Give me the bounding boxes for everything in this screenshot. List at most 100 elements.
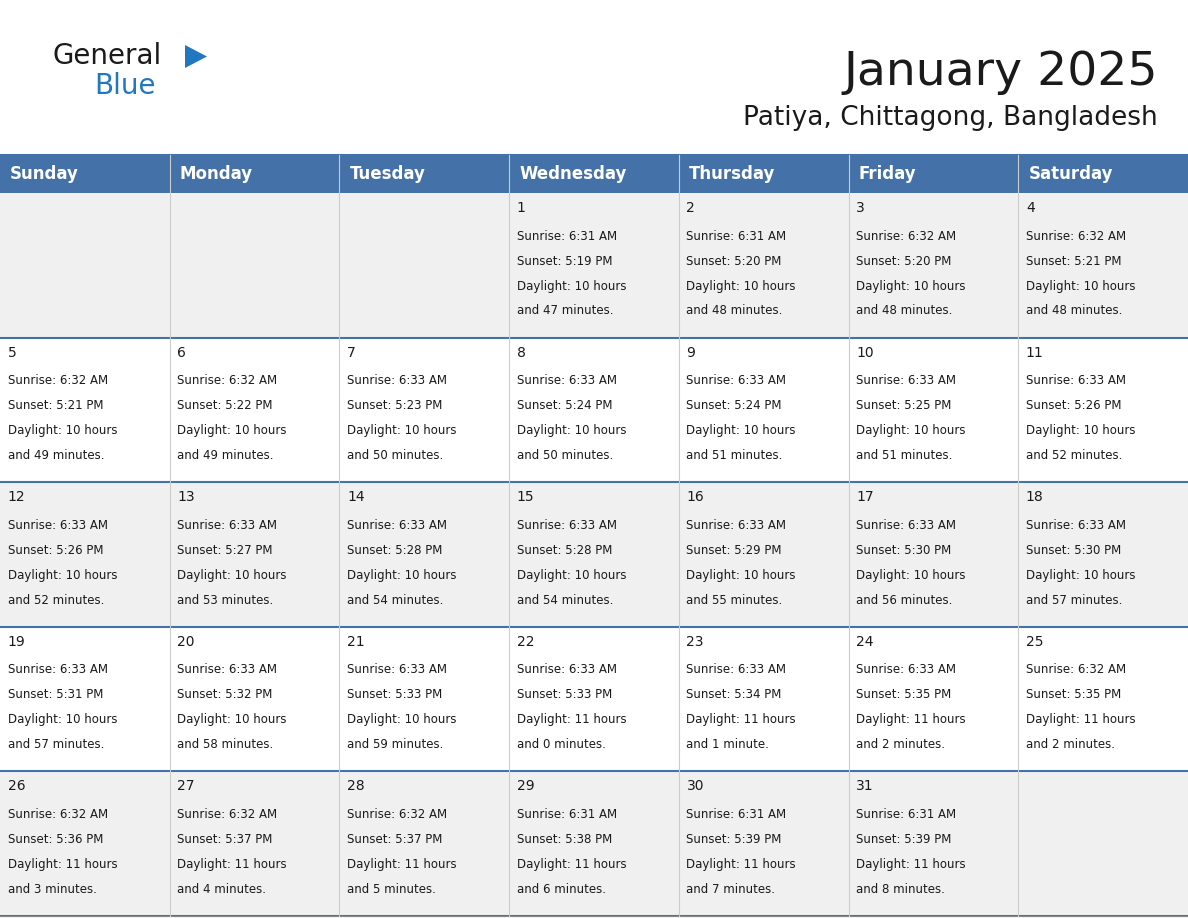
Text: Daylight: 11 hours: Daylight: 11 hours (347, 858, 456, 871)
Bar (848, 771, 1018, 916)
Text: and 57 minutes.: and 57 minutes. (1026, 594, 1123, 607)
Text: 30: 30 (687, 779, 704, 793)
Bar (848, 627, 1018, 771)
Text: Sunrise: 6:33 AM: Sunrise: 6:33 AM (347, 664, 447, 677)
Bar (1018, 771, 1188, 916)
Text: Sunset: 5:30 PM: Sunset: 5:30 PM (1026, 543, 1121, 557)
Text: January 2025: January 2025 (843, 50, 1158, 95)
Text: Sunset: 5:21 PM: Sunset: 5:21 PM (1026, 254, 1121, 268)
Text: and 48 minutes.: and 48 minutes. (1026, 305, 1123, 318)
Bar (340, 193, 510, 338)
Text: Thursday: Thursday (689, 165, 776, 183)
Text: and 3 minutes.: and 3 minutes. (7, 883, 96, 896)
Text: 29: 29 (517, 779, 535, 793)
Bar (0, 155, 170, 193)
Bar (170, 193, 340, 338)
Text: Daylight: 10 hours: Daylight: 10 hours (857, 424, 966, 437)
Text: and 52 minutes.: and 52 minutes. (7, 594, 105, 607)
Text: 18: 18 (1026, 490, 1044, 504)
Bar (340, 338, 510, 482)
Bar (340, 771, 510, 916)
Bar (678, 482, 848, 627)
Text: and 0 minutes.: and 0 minutes. (517, 738, 606, 751)
Text: 12: 12 (7, 490, 25, 504)
Text: Sunrise: 6:31 AM: Sunrise: 6:31 AM (857, 808, 956, 821)
Bar (170, 771, 340, 916)
Text: Daylight: 11 hours: Daylight: 11 hours (517, 713, 626, 726)
Text: 23: 23 (687, 635, 704, 649)
Text: Sunset: 5:39 PM: Sunset: 5:39 PM (687, 833, 782, 846)
Text: Tuesday: Tuesday (349, 165, 425, 183)
Text: Daylight: 10 hours: Daylight: 10 hours (517, 424, 626, 437)
Text: Daylight: 10 hours: Daylight: 10 hours (347, 424, 456, 437)
Text: Daylight: 10 hours: Daylight: 10 hours (687, 280, 796, 293)
Text: 22: 22 (517, 635, 535, 649)
Bar (340, 627, 510, 771)
Text: and 5 minutes.: and 5 minutes. (347, 883, 436, 896)
Text: Sunday: Sunday (11, 165, 80, 183)
Bar (170, 482, 340, 627)
Text: Sunset: 5:32 PM: Sunset: 5:32 PM (177, 688, 273, 701)
Text: Sunset: 5:24 PM: Sunset: 5:24 PM (687, 399, 782, 412)
Bar (1018, 193, 1188, 338)
Bar (678, 627, 848, 771)
Bar (1018, 338, 1188, 482)
Text: and 52 minutes.: and 52 minutes. (1026, 449, 1123, 462)
Text: Daylight: 10 hours: Daylight: 10 hours (857, 280, 966, 293)
Text: Blue: Blue (94, 72, 156, 100)
Text: Sunrise: 6:33 AM: Sunrise: 6:33 AM (857, 664, 956, 677)
Text: and 58 minutes.: and 58 minutes. (177, 738, 273, 751)
Text: Daylight: 10 hours: Daylight: 10 hours (687, 424, 796, 437)
Bar (678, 155, 848, 193)
Text: Sunrise: 6:33 AM: Sunrise: 6:33 AM (1026, 519, 1126, 532)
Text: 17: 17 (857, 490, 874, 504)
Text: Daylight: 10 hours: Daylight: 10 hours (177, 713, 286, 726)
Bar (510, 338, 678, 482)
Text: Sunrise: 6:33 AM: Sunrise: 6:33 AM (517, 664, 617, 677)
Bar (0, 627, 170, 771)
Text: and 51 minutes.: and 51 minutes. (687, 449, 783, 462)
Text: Sunrise: 6:33 AM: Sunrise: 6:33 AM (857, 519, 956, 532)
Text: Daylight: 10 hours: Daylight: 10 hours (347, 713, 456, 726)
Bar (678, 771, 848, 916)
Text: 5: 5 (7, 345, 17, 360)
Bar (510, 482, 678, 627)
Text: Wednesday: Wednesday (519, 165, 627, 183)
Text: Sunset: 5:38 PM: Sunset: 5:38 PM (517, 833, 612, 846)
Text: Daylight: 10 hours: Daylight: 10 hours (177, 569, 286, 582)
Text: 20: 20 (177, 635, 195, 649)
Text: 16: 16 (687, 490, 704, 504)
Text: Sunrise: 6:32 AM: Sunrise: 6:32 AM (347, 808, 447, 821)
Text: and 51 minutes.: and 51 minutes. (857, 449, 953, 462)
Text: Sunset: 5:30 PM: Sunset: 5:30 PM (857, 543, 952, 557)
Text: Sunset: 5:31 PM: Sunset: 5:31 PM (7, 688, 103, 701)
Text: and 7 minutes.: and 7 minutes. (687, 883, 776, 896)
Text: General: General (52, 42, 162, 70)
Text: 26: 26 (7, 779, 25, 793)
Text: 25: 25 (1026, 635, 1043, 649)
Text: Sunset: 5:22 PM: Sunset: 5:22 PM (177, 399, 273, 412)
Text: 15: 15 (517, 490, 535, 504)
Text: and 2 minutes.: and 2 minutes. (1026, 738, 1114, 751)
Text: 28: 28 (347, 779, 365, 793)
Text: Daylight: 10 hours: Daylight: 10 hours (7, 569, 118, 582)
Text: Sunrise: 6:33 AM: Sunrise: 6:33 AM (7, 664, 108, 677)
Text: Sunrise: 6:33 AM: Sunrise: 6:33 AM (7, 519, 108, 532)
Text: Sunset: 5:23 PM: Sunset: 5:23 PM (347, 399, 442, 412)
Text: Sunrise: 6:32 AM: Sunrise: 6:32 AM (857, 230, 956, 242)
Text: and 54 minutes.: and 54 minutes. (517, 594, 613, 607)
Text: and 57 minutes.: and 57 minutes. (7, 738, 105, 751)
Text: and 50 minutes.: and 50 minutes. (517, 449, 613, 462)
Text: Sunrise: 6:32 AM: Sunrise: 6:32 AM (7, 808, 108, 821)
Text: 8: 8 (517, 345, 525, 360)
Bar (510, 193, 678, 338)
Text: Sunset: 5:26 PM: Sunset: 5:26 PM (1026, 399, 1121, 412)
Bar (678, 338, 848, 482)
Text: 14: 14 (347, 490, 365, 504)
Text: Sunset: 5:34 PM: Sunset: 5:34 PM (687, 688, 782, 701)
Text: and 49 minutes.: and 49 minutes. (7, 449, 105, 462)
Text: Sunset: 5:28 PM: Sunset: 5:28 PM (517, 543, 612, 557)
Text: 3: 3 (857, 201, 865, 215)
Text: Daylight: 11 hours: Daylight: 11 hours (517, 858, 626, 871)
Text: 19: 19 (7, 635, 25, 649)
